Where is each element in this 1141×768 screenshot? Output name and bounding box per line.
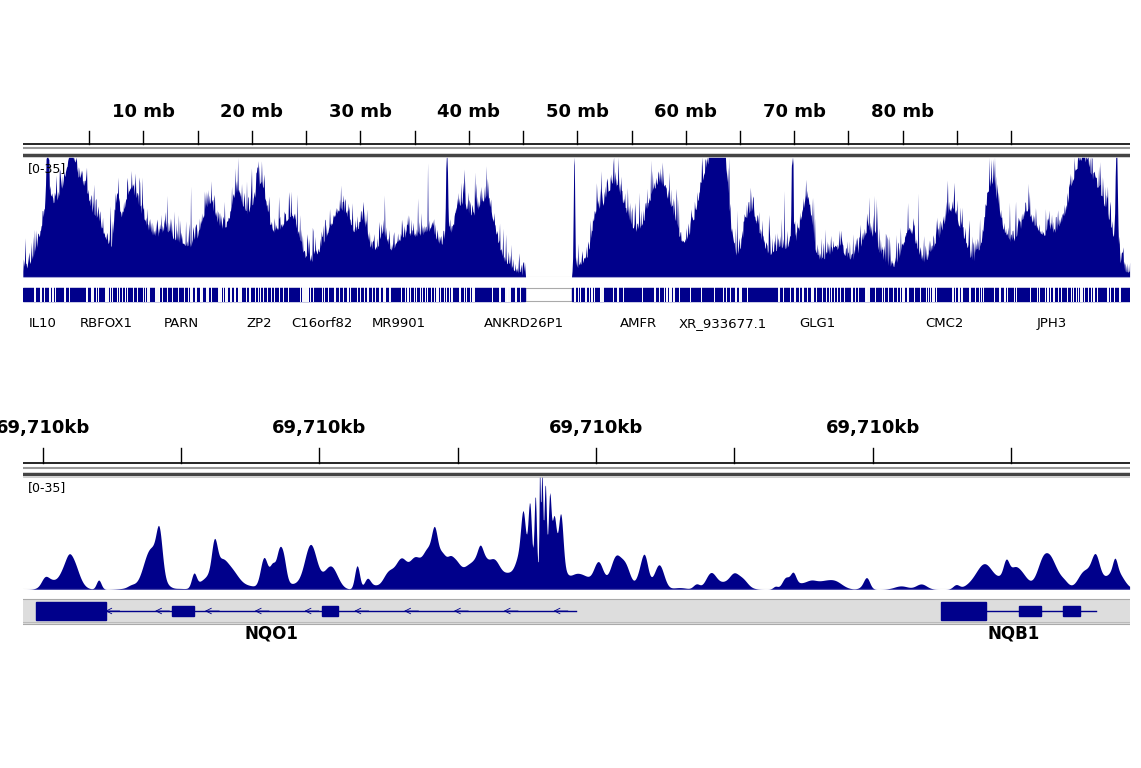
Bar — [23, 600, 1130, 623]
Bar — [23, 288, 525, 301]
Text: 69,710kb: 69,710kb — [826, 419, 920, 436]
Text: XR_933677.1: XR_933677.1 — [678, 317, 767, 330]
Text: 69,710kb: 69,710kb — [273, 419, 366, 436]
Text: IL10: IL10 — [29, 317, 57, 330]
Text: GLG1: GLG1 — [800, 317, 835, 330]
Bar — [941, 602, 986, 620]
Text: PARN: PARN — [163, 317, 199, 330]
Text: 10 mb: 10 mb — [112, 102, 175, 121]
Text: [0-35]: [0-35] — [29, 482, 66, 495]
Text: 80 mb: 80 mb — [872, 102, 934, 121]
Text: C16orf82: C16orf82 — [291, 317, 353, 330]
Bar — [572, 288, 1130, 301]
Text: CMC2: CMC2 — [925, 317, 964, 330]
Text: 60 mb: 60 mb — [654, 102, 718, 121]
Text: 50 mb: 50 mb — [545, 102, 609, 121]
Bar — [1019, 605, 1041, 617]
Text: AMFR: AMFR — [620, 317, 657, 330]
Bar — [172, 605, 194, 617]
Text: [0-35]: [0-35] — [29, 162, 66, 175]
Text: 69,710kb: 69,710kb — [0, 419, 90, 436]
Text: MR9901: MR9901 — [372, 317, 427, 330]
Bar — [322, 605, 338, 617]
Text: 70 mb: 70 mb — [763, 102, 826, 121]
Text: JPH3: JPH3 — [1037, 317, 1067, 330]
Bar — [37, 602, 106, 620]
Text: 69,710kb: 69,710kb — [549, 419, 644, 436]
Text: NQB1: NQB1 — [987, 624, 1039, 643]
Text: 20 mb: 20 mb — [220, 102, 283, 121]
Bar — [1063, 605, 1079, 617]
Text: 30 mb: 30 mb — [329, 102, 391, 121]
Text: 40 mb: 40 mb — [437, 102, 500, 121]
Text: NQO1: NQO1 — [245, 624, 299, 643]
Text: RBFOX1: RBFOX1 — [80, 317, 132, 330]
Text: ANKRD26P1: ANKRD26P1 — [484, 317, 565, 330]
Text: ZP2: ZP2 — [246, 317, 273, 330]
